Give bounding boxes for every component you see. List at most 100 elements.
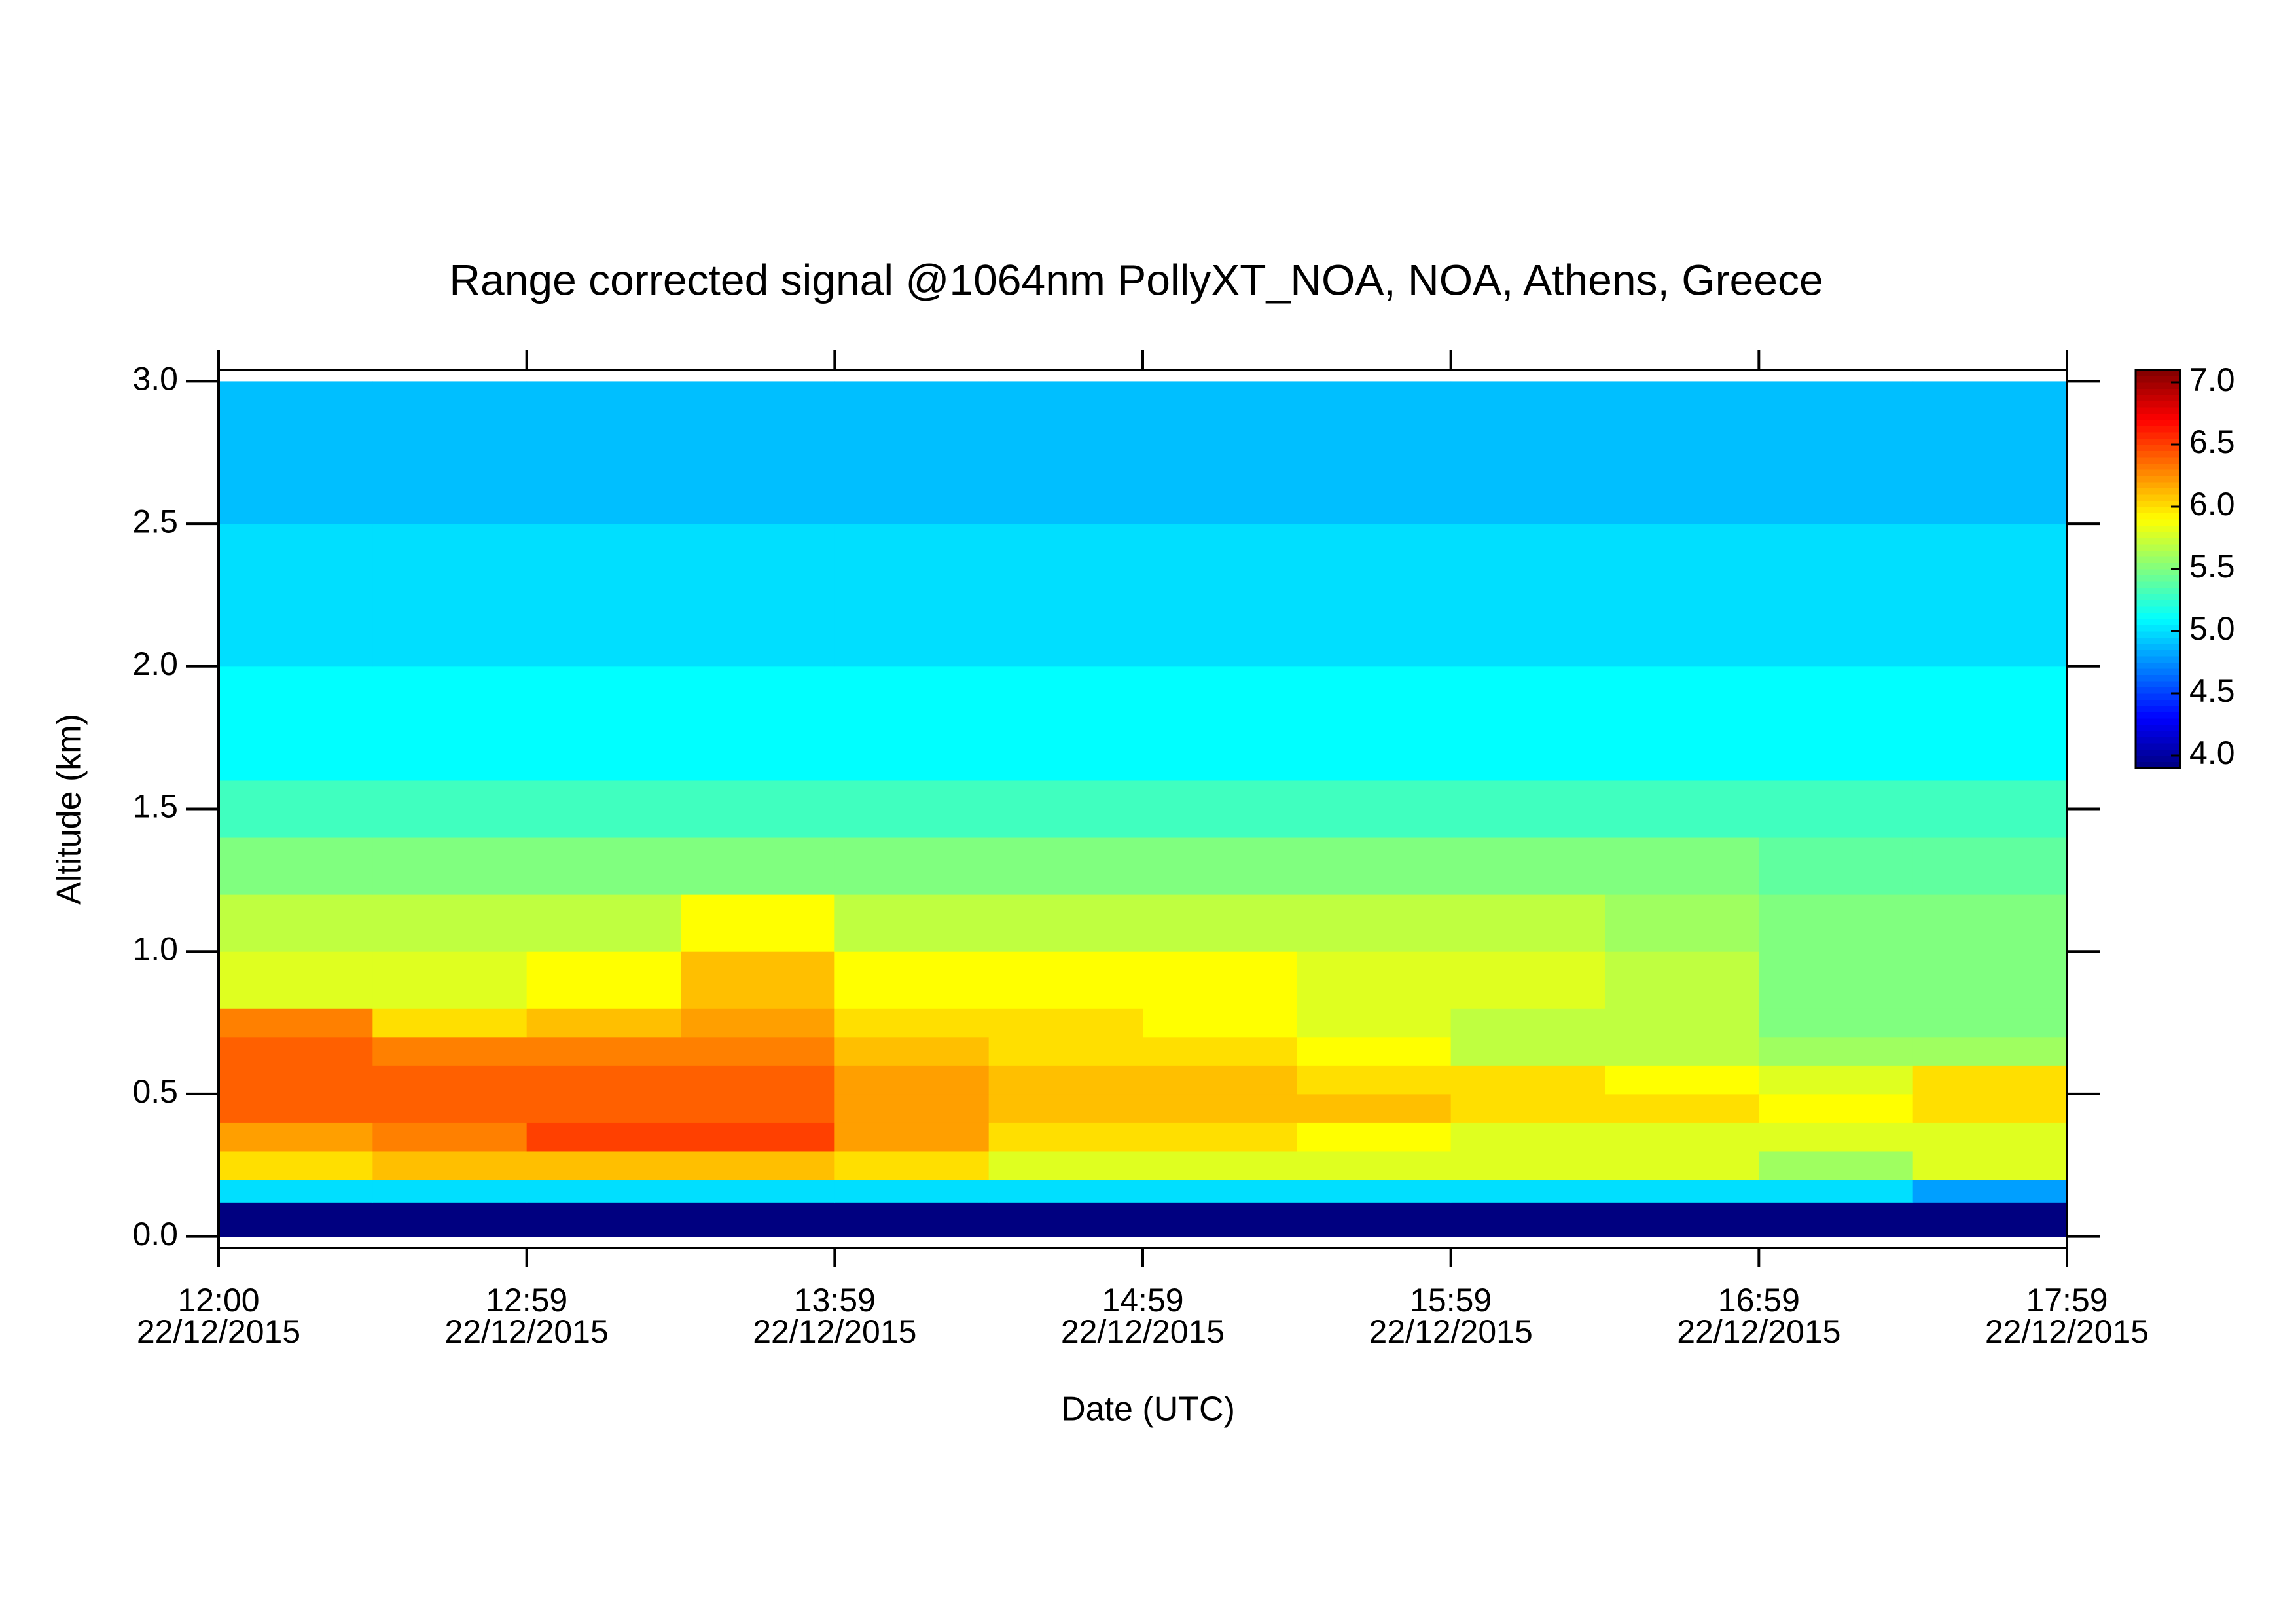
colorbar-band	[2136, 600, 2180, 607]
heatmap-cell	[1143, 1036, 1297, 1066]
heatmap-cell	[1759, 894, 1914, 952]
heatmap-cell	[988, 1122, 1143, 1152]
heatmap-cell	[526, 1065, 681, 1095]
colorbar-band	[2136, 538, 2180, 545]
colorbar-band	[2136, 519, 2180, 526]
colorbar-band	[2136, 475, 2180, 483]
heatmap-cell	[834, 381, 990, 524]
heatmap-cell	[1759, 1036, 1914, 1066]
colorbar-band	[2136, 761, 2180, 769]
heatmap-cell	[834, 524, 990, 667]
colorbar-band	[2136, 562, 2180, 570]
heatmap-cell	[1450, 1150, 1605, 1180]
heatmap-cell	[1297, 951, 1452, 1009]
heatmap-cell	[834, 780, 990, 838]
heatmap-cell	[1297, 666, 1452, 781]
heatmap-cell	[219, 381, 373, 524]
x-tick-date: 22/12/2015	[1061, 1313, 1225, 1350]
heatmap-cell	[526, 1122, 681, 1152]
heatmap-cell	[1143, 1065, 1297, 1095]
y-tick-label: 2.5	[132, 503, 178, 539]
heatmap-cell	[219, 1202, 373, 1237]
heatmap-cell	[681, 1065, 835, 1095]
colorbar-band	[2136, 656, 2180, 663]
heatmap-cell	[834, 951, 990, 1009]
colorbar-band	[2136, 544, 2180, 551]
heatmap-cell	[372, 780, 528, 838]
heatmap-cell	[1759, 780, 1914, 838]
heatmap-cell	[1450, 1065, 1605, 1095]
heatmap-cell	[526, 1202, 681, 1237]
heatmap-cell	[1912, 1065, 2068, 1095]
heatmap-cell	[1450, 894, 1605, 952]
colorbar-band	[2136, 420, 2180, 426]
heatmap-cell	[681, 666, 835, 781]
heatmap-cell	[1605, 1202, 1759, 1237]
colorbar-band	[2136, 693, 2180, 700]
heatmap-cell	[681, 894, 835, 952]
heatmap-cell	[526, 381, 681, 524]
colorbar-band	[2136, 450, 2180, 458]
heatmap-cell	[1297, 1150, 1452, 1180]
heatmap-cell	[1912, 1122, 2068, 1152]
heatmap-cell	[1759, 1122, 1914, 1152]
heatmap-cell	[526, 780, 681, 838]
heatmap-cell	[372, 524, 528, 667]
colorbar-band	[2136, 712, 2180, 719]
axes: 0.00.51.01.52.02.53.012:0022/12/201512:5…	[132, 350, 2235, 1350]
heatmap-cell	[988, 1202, 1143, 1237]
colorbar-tick-label: 5.0	[2189, 610, 2235, 647]
colorbar-band	[2136, 494, 2180, 501]
heatmap-cell	[526, 951, 681, 1009]
heatmap-cell	[988, 1179, 1143, 1203]
heatmap-cell	[988, 1093, 1143, 1123]
heatmap-cell	[1143, 780, 1297, 838]
heatmap-cell	[1912, 780, 2068, 838]
heatmap-cell	[834, 1008, 990, 1038]
heatmap-cell	[526, 1036, 681, 1066]
heatmap-cell	[1143, 951, 1297, 1009]
heatmap-cell	[526, 666, 681, 781]
heatmap-cell	[1912, 524, 2068, 667]
x-tick-time: 12:59	[486, 1282, 567, 1319]
x-tick-date: 22/12/2015	[1985, 1313, 2149, 1350]
colorbar-band	[2136, 463, 2180, 470]
colorbar-band	[2136, 457, 2180, 464]
colorbar-band	[2136, 569, 2180, 575]
heatmap-cell	[1297, 1008, 1452, 1038]
colorbar-band	[2136, 662, 2180, 669]
heatmap-cell	[1450, 666, 1605, 781]
heatmap-cell	[526, 1093, 681, 1123]
heatmap-cell	[219, 666, 373, 781]
x-tick-date: 22/12/2015	[137, 1313, 300, 1350]
heatmap-cell	[1759, 666, 1914, 781]
colorbar-band	[2136, 612, 2180, 619]
heatmap-cell	[1605, 524, 1759, 667]
heatmap-cell	[1912, 381, 2068, 524]
heatmap-cell	[1450, 951, 1605, 1009]
heatmap-cell	[1297, 837, 1452, 895]
heatmap-cell	[1143, 381, 1297, 524]
heatmap-cell	[526, 1179, 681, 1203]
heatmap-cell	[1912, 666, 2068, 781]
colorbar-band	[2136, 401, 2180, 408]
colorbar-band	[2136, 681, 2180, 687]
heatmap-cell	[219, 837, 373, 895]
heatmap-cell	[219, 894, 373, 952]
heatmap-cell	[372, 666, 528, 781]
heatmap-cell	[1143, 837, 1297, 895]
colorbar-band	[2136, 737, 2180, 744]
heatmap-cell	[1297, 1036, 1452, 1066]
heatmap-cell	[1912, 1008, 2068, 1038]
x-tick-date: 22/12/2015	[1677, 1313, 1840, 1350]
colorbar-band	[2136, 513, 2180, 520]
heatmap-cell	[1450, 524, 1605, 667]
chart-title: Range corrected signal @1064nm PollyXT_N…	[449, 255, 1823, 304]
heatmap-cell	[1912, 1179, 2068, 1203]
colorbar-band	[2136, 587, 2180, 594]
heatmap-cell	[988, 381, 1143, 524]
heatmap-cell	[1450, 1008, 1605, 1038]
heatmap-cell	[1297, 524, 1452, 667]
heatmap-cell	[681, 524, 835, 667]
heatmap-cell	[1605, 1065, 1759, 1095]
